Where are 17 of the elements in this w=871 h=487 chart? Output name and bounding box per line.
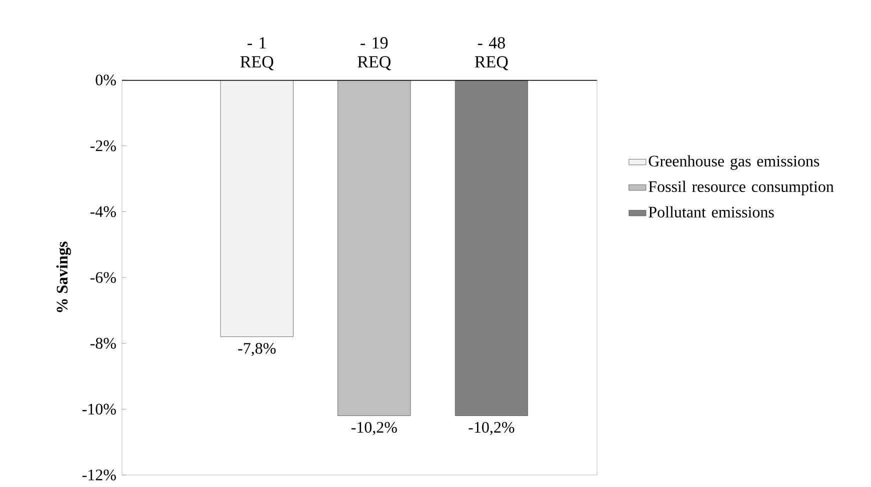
x-tick-label: - 48 REQ xyxy=(474,37,508,70)
legend-label: Greenhouse gas emissions xyxy=(648,155,820,170)
y-tick-label: -4% xyxy=(90,206,116,218)
legend-label: Pollutant emissions xyxy=(648,206,774,218)
legend-label: Fossil resource consumption xyxy=(648,180,834,196)
y-tick-label: -12% xyxy=(82,470,116,480)
data-label: -7,8% xyxy=(238,342,276,356)
y-tick-label: -6% xyxy=(90,272,116,283)
y-tick-label: 0% xyxy=(96,74,116,86)
data-label: -10,2% xyxy=(351,422,397,436)
y-tick-label: -2% xyxy=(90,140,116,152)
y-axis-title: % Savings xyxy=(56,242,71,312)
x-tick-label: - 19 REQ xyxy=(358,37,391,70)
y-tick-label: -8% xyxy=(90,338,116,349)
data-label: -10,2% xyxy=(468,422,514,436)
y-tick-label: -10% xyxy=(82,404,116,415)
x-tick-label: - 1 REQ xyxy=(240,37,274,70)
